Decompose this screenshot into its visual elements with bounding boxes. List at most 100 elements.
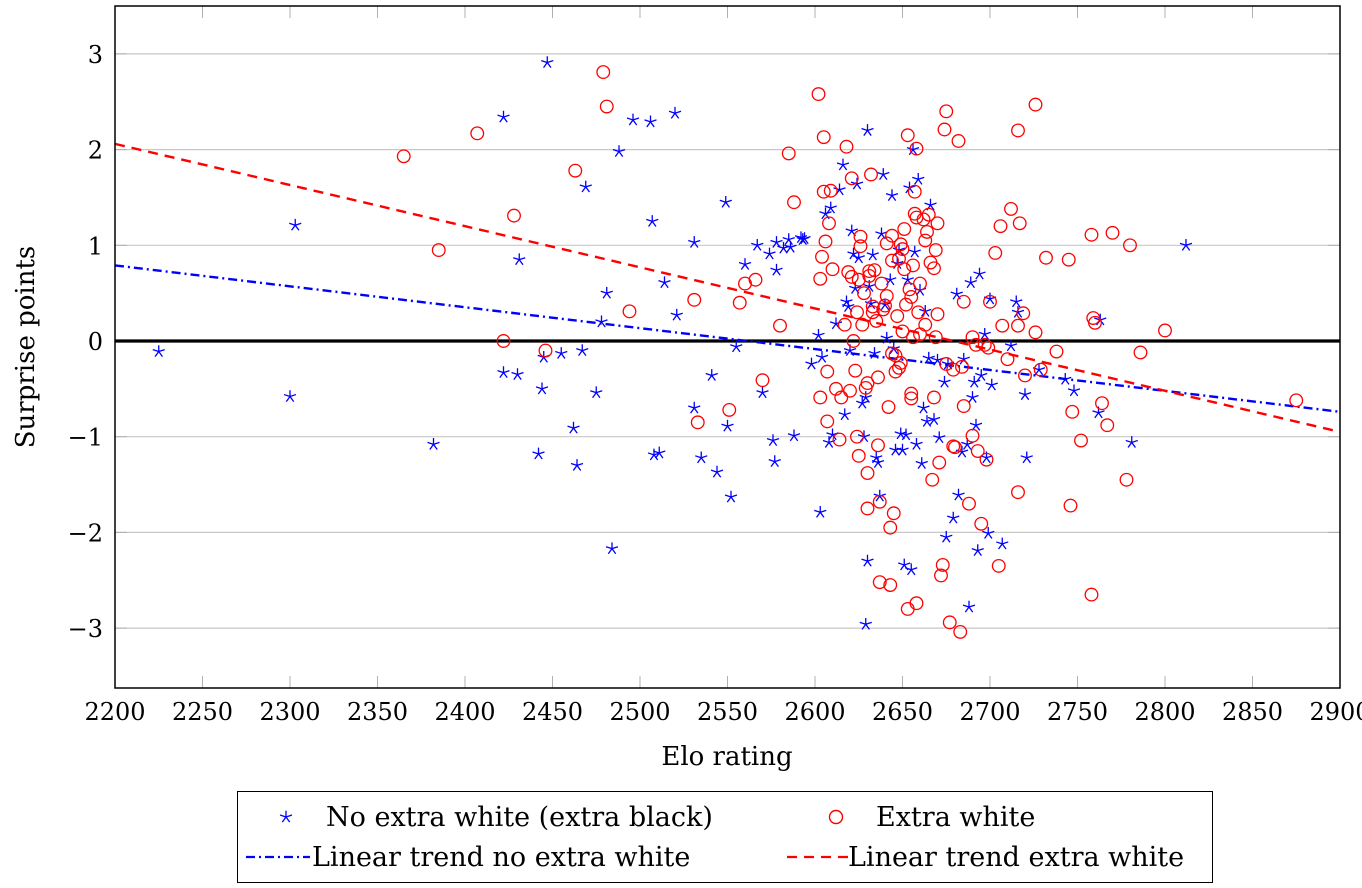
data-point-extra-white bbox=[853, 229, 868, 244]
data-point-no-extra-white bbox=[824, 201, 837, 214]
data-point-no-extra-white bbox=[875, 227, 888, 240]
scatter-chart: 2200 2250 2300 2350 2400 2450 2500 2550 2600 2650… bbox=[11, 5, 1362, 772]
data-point-extra-white bbox=[1095, 396, 1109, 411]
data-point-no-extra-white bbox=[605, 542, 619, 555]
plot-frame bbox=[114, 5, 1341, 689]
x-tick-label: 2650 bbox=[872, 698, 933, 726]
data-point-extra-white bbox=[979, 452, 994, 467]
data-point-no-extra-white bbox=[905, 563, 918, 576]
data-point-extra-white bbox=[853, 239, 868, 254]
data-point-extra-white bbox=[937, 122, 952, 137]
data-point-no-extra-white bbox=[885, 189, 899, 202]
data-point-extra-white bbox=[906, 330, 920, 345]
data-point-extra-white bbox=[865, 305, 880, 320]
data-point-extra-white bbox=[872, 575, 887, 590]
data-point-extra-white bbox=[1100, 418, 1115, 433]
x-tick-label: 2450 bbox=[522, 698, 583, 726]
data-point-extra-white bbox=[927, 261, 941, 276]
data-point-no-extra-white bbox=[922, 351, 935, 364]
data-point-no-extra-white bbox=[938, 375, 951, 388]
data-point-extra-white bbox=[839, 139, 854, 154]
data-point-no-extra-white bbox=[899, 428, 913, 441]
x-tick-label: 2700 bbox=[959, 698, 1020, 726]
data-point-no-extra-white bbox=[1010, 295, 1023, 308]
data-point-extra-white bbox=[913, 327, 927, 342]
y-tick-label: 3 bbox=[88, 41, 103, 69]
data-point-no-extra-white bbox=[901, 273, 914, 286]
data-point-no-extra-white bbox=[871, 456, 885, 469]
data-point-extra-white bbox=[862, 264, 877, 279]
data-point-no-extra-white bbox=[978, 328, 991, 340]
data-point-no-extra-white bbox=[985, 378, 998, 391]
data-point-extra-white bbox=[902, 282, 917, 297]
data-point-no-extra-white bbox=[724, 490, 738, 503]
trend-line-no-extra-white bbox=[114, 264, 1341, 414]
data-point-no-extra-white bbox=[798, 232, 811, 245]
data-point-extra-white bbox=[1105, 225, 1120, 240]
data-point-extra-white bbox=[1016, 306, 1031, 321]
data-point-extra-white bbox=[956, 399, 971, 414]
data-point-extra-white bbox=[1028, 97, 1043, 112]
data-point-extra-white bbox=[1000, 352, 1015, 367]
data-point-no-extra-white bbox=[843, 344, 857, 357]
data-point-no-extra-white bbox=[996, 537, 1009, 550]
data-point-no-extra-white bbox=[836, 158, 850, 171]
data-point-no-extra-white bbox=[859, 617, 872, 630]
data-point-extra-white bbox=[893, 356, 908, 370]
y-tick-labels: −3 −2 −1 0 1 2 3 bbox=[68, 41, 103, 643]
data-point-no-extra-white bbox=[866, 248, 879, 261]
data-point-no-extra-white bbox=[653, 446, 666, 459]
legend-item-extra-white: Extra white bbox=[806, 797, 1035, 837]
data-point-no-extra-white bbox=[1179, 239, 1193, 251]
data-point-no-extra-white bbox=[910, 438, 923, 450]
data-point-extra-white bbox=[872, 494, 887, 509]
y-tick-label: −2 bbox=[68, 519, 103, 547]
data-point-extra-white bbox=[773, 318, 787, 333]
data-point-no-extra-white bbox=[912, 172, 925, 185]
data-point-extra-white bbox=[1119, 472, 1134, 487]
y-tick-label: 0 bbox=[88, 328, 103, 356]
data-point-no-extra-white bbox=[915, 457, 928, 469]
data-point-no-extra-white bbox=[927, 413, 941, 425]
data-point-extra-white bbox=[431, 243, 446, 258]
data-point-extra-white bbox=[690, 415, 705, 430]
data-point-extra-white bbox=[869, 313, 884, 328]
data-point-no-extra-white bbox=[600, 286, 613, 299]
data-point-no-extra-white bbox=[940, 530, 953, 543]
data-point-extra-white bbox=[1063, 498, 1078, 513]
data-point-no-extra-white bbox=[511, 368, 524, 380]
data-point-no-extra-white bbox=[1059, 372, 1072, 385]
data-point-extra-white bbox=[823, 183, 838, 198]
data-point-no-extra-white bbox=[1020, 451, 1033, 464]
data-point-extra-white bbox=[787, 195, 801, 210]
data-point-extra-white bbox=[895, 242, 910, 257]
data-point-extra-white bbox=[1028, 325, 1043, 340]
data-point-extra-white bbox=[848, 363, 863, 378]
data-point-extra-white bbox=[995, 318, 1010, 333]
trend-line-extra-white bbox=[114, 142, 1341, 434]
data-point-extra-white bbox=[883, 520, 898, 535]
data-point-no-extra-white bbox=[646, 215, 659, 227]
data-point-extra-white bbox=[918, 233, 933, 248]
data-point-no-extra-white bbox=[289, 218, 302, 231]
data-point-no-extra-white bbox=[770, 236, 783, 248]
data-point-extra-white bbox=[834, 390, 849, 405]
data-point-no-extra-white bbox=[947, 511, 960, 524]
data-point-no-extra-white bbox=[933, 431, 946, 444]
data-point-no-extra-white bbox=[873, 489, 886, 502]
legend-label: Extra white bbox=[876, 801, 1036, 833]
data-point-extra-white bbox=[813, 390, 828, 405]
x-tick-label: 2800 bbox=[1134, 698, 1195, 726]
x-tick-label: 2300 bbox=[259, 698, 320, 726]
data-point-extra-white bbox=[911, 305, 926, 320]
data-point-no-extra-white bbox=[427, 438, 440, 450]
data-point-no-extra-white bbox=[567, 421, 580, 434]
x-tick-label: 2550 bbox=[697, 698, 758, 726]
data-point-extra-white bbox=[900, 128, 915, 143]
data-point-extra-white bbox=[895, 324, 910, 339]
data-point-no-extra-white bbox=[964, 276, 977, 289]
legend-label: No extra white (extra black) bbox=[326, 801, 713, 833]
data-point-extra-white bbox=[885, 346, 899, 361]
data-point-extra-white bbox=[850, 305, 864, 320]
data-point-extra-white bbox=[930, 307, 945, 322]
